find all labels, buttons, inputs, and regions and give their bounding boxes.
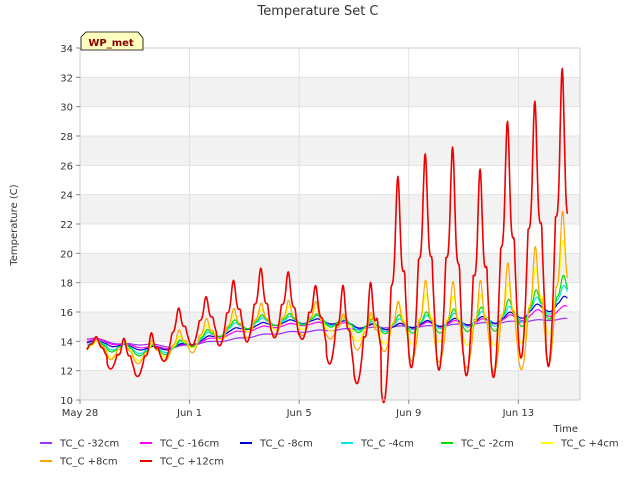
legend-label: TC_C +4cm: [560, 439, 619, 450]
x-tick-label: May 28: [62, 408, 99, 419]
y-tick-label: 34: [60, 44, 73, 55]
x-tick-label: Jun 5: [286, 408, 312, 419]
y-tick-label: 10: [60, 396, 73, 407]
series-lines: [86, 67, 569, 404]
x-axis-ticks: May 28 Jun 1 Jun 5 Jun 9 Jun 13: [62, 400, 534, 419]
legend-label: TC_C +8cm: [59, 457, 118, 468]
site-badge: WP_met: [80, 31, 144, 51]
legend: TC_C -32cm TC_C -16cm TC_C -8cm TC_C -4cm TC…: [40, 439, 619, 468]
plot-background: [80, 77, 580, 400]
y-tick-label: 20: [60, 249, 73, 260]
legend-label: TC_C -2cm: [460, 439, 514, 450]
chart-title: Temperature Set C: [256, 4, 378, 19]
y-tick-label: 28: [60, 132, 73, 143]
y-tick-label: 30: [60, 103, 73, 114]
x-tick-label: Jun 1: [176, 408, 202, 419]
plot-band: [80, 136, 580, 166]
legend-label: TC_C -32cm: [59, 439, 119, 450]
y-tick-label: 32: [60, 73, 73, 84]
plot-band: [80, 194, 580, 224]
legend-label: TC_C +12cm: [159, 457, 224, 468]
y-tick-label: 26: [60, 161, 73, 172]
y-tick-label: 24: [60, 191, 73, 202]
legend-label: TC_C -8cm: [259, 439, 313, 450]
y-axis-label: Temperature (C): [9, 184, 20, 266]
x-axis-label: Time: [553, 424, 578, 435]
y-tick-label: 22: [60, 220, 73, 231]
plot-band: [80, 253, 580, 283]
y-tick-label: 12: [60, 367, 73, 378]
x-tick-label: Jun 13: [502, 408, 535, 419]
y-axis-ticks: 10 12 14 16 18 20 22 24 26 28 30 32 34: [60, 44, 80, 407]
plot-band: [80, 370, 580, 400]
site-badge-label: WP_met: [88, 38, 134, 49]
y-tick-label: 16: [60, 308, 73, 319]
y-tick-label: 18: [60, 279, 73, 290]
series-line: [86, 210, 568, 374]
x-tick-label: Jun 9: [395, 408, 421, 419]
legend-label: TC_C -4cm: [360, 439, 414, 450]
legend-label: TC_C -16cm: [159, 439, 219, 450]
y-tick-label: 14: [60, 337, 73, 348]
plot-band: [80, 77, 580, 107]
series-line: [86, 67, 569, 404]
